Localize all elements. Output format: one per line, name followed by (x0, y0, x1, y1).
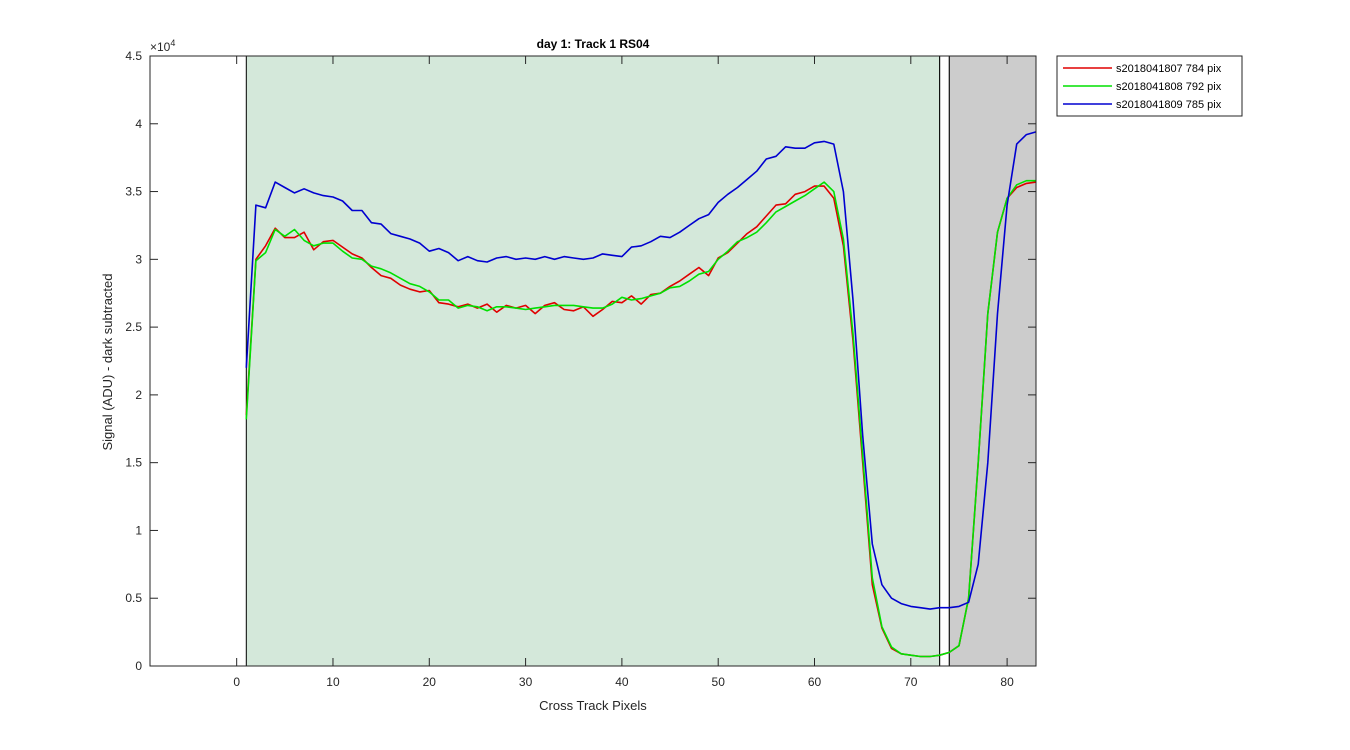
x-tick-label: 20 (423, 675, 437, 689)
x-tick-label: 60 (808, 675, 822, 689)
x-tick-label: 0 (233, 675, 240, 689)
y-tick-label: 3.5 (125, 185, 142, 199)
y-exponent-label: ×104 (150, 38, 175, 54)
y-tick-label: 1.5 (125, 456, 142, 470)
y-tick-label: 4 (135, 117, 142, 131)
y-tick-label: 3 (135, 252, 142, 266)
y-tick-label: 4.5 (125, 49, 142, 63)
legend: s2018041807 784 pix s2018041808 792 pix s2… (1056, 55, 1243, 117)
series-lines (245, 131, 1037, 658)
y-tick-label: 0.5 (125, 591, 142, 605)
y-tick-label: 1 (135, 523, 142, 537)
y-tick-label: 2 (135, 388, 142, 402)
shaded-regions (245, 55, 1037, 667)
region-2 (939, 55, 950, 667)
y-tick-label: 0 (135, 659, 142, 673)
legend-entry-1: s2018041807 784 pix (1116, 63, 1222, 75)
chart-title: day 1: Track 1 RS04 (537, 37, 650, 51)
x-tick-label: 40 (615, 675, 629, 689)
region-1 (245, 55, 941, 667)
series-line-2 (245, 179, 1036, 658)
x-tick-label: 80 (1000, 675, 1014, 689)
series-line-3 (245, 131, 1037, 610)
x-tick-label: 70 (904, 675, 918, 689)
y-axis-label: Signal (ADU) - dark subtracted (100, 273, 115, 450)
legend-entry-3: s2018041809 785 pix (1116, 99, 1222, 111)
region-3 (948, 55, 1037, 667)
x-axis-label: Cross Track Pixels (539, 698, 647, 713)
y-axis: 0 0.5 1 1.5 2 2.5 3 3.5 4 4.5 (125, 49, 1036, 673)
legend-entry-2: s2018041808 792 pix (1116, 81, 1222, 93)
x-tick-label: 30 (519, 675, 533, 689)
x-tick-label: 50 (712, 675, 726, 689)
x-axis: 0 10 20 30 40 50 60 70 80 (233, 56, 1014, 689)
y-tick-label: 2.5 (125, 320, 142, 334)
plot-frame (149, 55, 1037, 667)
x-tick-label: 10 (326, 675, 340, 689)
